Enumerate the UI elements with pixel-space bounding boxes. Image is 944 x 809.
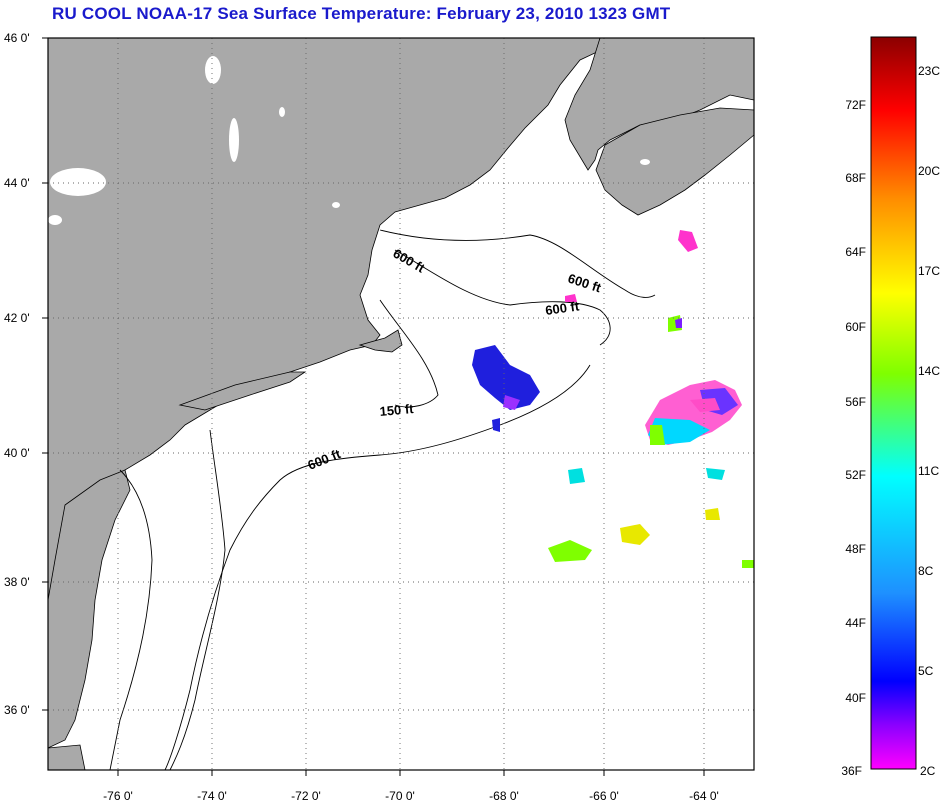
cbar-f-40: 40F <box>845 691 866 705</box>
cbar-f-36: 36F <box>841 764 862 778</box>
contour-600ft-gulf <box>394 249 611 346</box>
lat-label-46: 46 0' <box>4 31 30 45</box>
map-frame <box>47 37 755 771</box>
lat-label-44: 44 0' <box>4 176 30 190</box>
colorbar-fahrenheit: 72F 68F 64F 60F 56F 52F 48F 44F 40F 36F <box>841 98 866 778</box>
cbar-f-60: 60F <box>845 320 866 334</box>
cbar-c-2: 2C <box>920 764 936 778</box>
bathymetry-contours <box>109 229 656 771</box>
map-title: RU COOL NOAA-17 Sea Surface Temperature:… <box>52 4 671 23</box>
cbar-f-52: 52F <box>845 468 866 482</box>
contour-600ft-north <box>379 229 656 298</box>
lat-labels: 46 0' 44 0' 42 0' 40 0' 38 0' 36 0' <box>4 31 30 717</box>
lat-label-40: 40 0' <box>4 446 30 460</box>
sst-patches <box>472 230 754 568</box>
land-new-brunswick <box>564 37 755 171</box>
contour-label-4: 150 ft <box>379 401 415 419</box>
cbar-c-8: 8C <box>918 564 934 578</box>
cbar-f-64: 64F <box>845 245 866 259</box>
lon-label-68: -68 0' <box>489 789 519 803</box>
cbar-c-11: 11C <box>918 464 939 478</box>
cbar-f-44: 44F <box>845 616 866 630</box>
sst-patch-magenta-north <box>678 230 698 252</box>
cbar-c-17: 17C <box>918 264 940 278</box>
land-virginia <box>47 744 86 771</box>
land-long-island <box>178 371 307 411</box>
contour-coast-shelf <box>109 469 153 771</box>
lon-label-66: -66 0' <box>589 789 619 803</box>
contour-label-3: 600 ft <box>544 298 580 318</box>
lon-labels: -76 0' -74 0' -72 0' -70 0' -68 0' -66 0… <box>103 789 719 803</box>
contour-inner-shelf <box>169 429 226 771</box>
cbar-c-5: 5C <box>918 664 934 678</box>
land-nova-scotia <box>595 107 755 216</box>
lon-label-72: -72 0' <box>291 789 321 803</box>
cbar-f-72: 72F <box>845 98 866 112</box>
colorbar <box>870 36 917 770</box>
lon-label-76: -76 0' <box>103 789 133 803</box>
cbar-f-48: 48F <box>845 542 866 556</box>
land-cape-cod <box>358 329 403 353</box>
lakes <box>48 56 650 225</box>
cbar-f-68: 68F <box>845 171 866 185</box>
cbar-c-23: 23C <box>918 64 940 78</box>
cbar-c-20: 20C <box>918 164 940 178</box>
cbar-f-56: 56F <box>845 395 866 409</box>
grid-lines <box>48 38 754 770</box>
colorbar-celsius: 23C 20C 17C 14C 11C 8C 5C 2C <box>918 64 940 778</box>
contour-150ft <box>379 299 439 408</box>
lat-label-36: 36 0' <box>4 703 30 717</box>
sst-patch-georges-bank <box>472 345 540 410</box>
land-masses <box>47 37 755 771</box>
lat-label-42: 42 0' <box>4 311 30 325</box>
lon-label-64: -64 0' <box>689 789 719 803</box>
frame-ticks <box>42 37 705 776</box>
lon-label-70: -70 0' <box>385 789 415 803</box>
lon-label-74: -74 0' <box>197 789 227 803</box>
cbar-c-14: 14C <box>918 364 940 378</box>
lat-label-38: 38 0' <box>4 575 30 589</box>
